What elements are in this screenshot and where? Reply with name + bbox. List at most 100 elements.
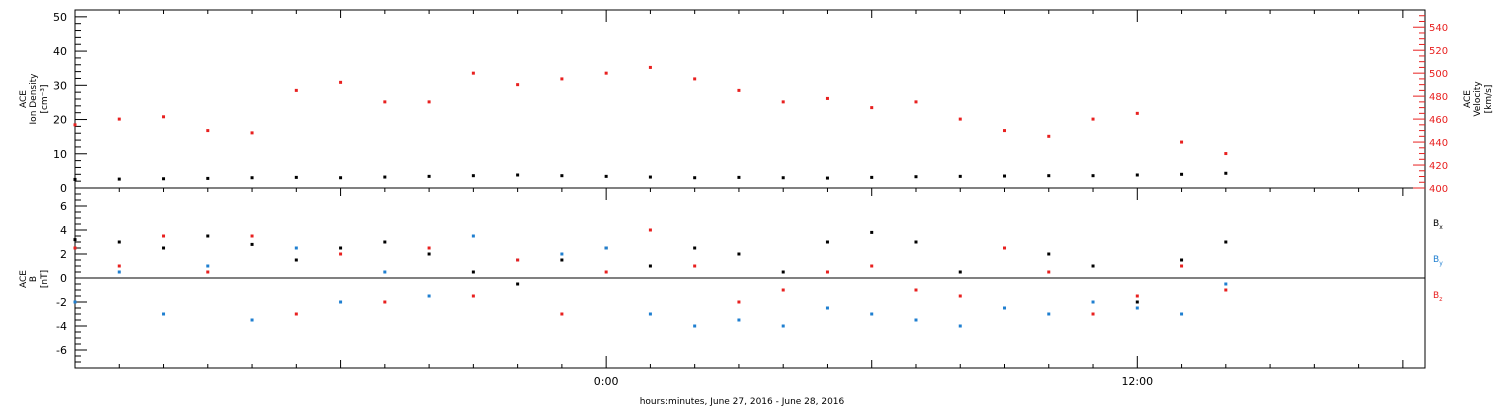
by-point [383, 270, 387, 274]
density-point [825, 176, 829, 180]
velocity-point [737, 88, 741, 92]
bz-point [383, 300, 387, 304]
bottom-series-group [73, 228, 1228, 328]
velocity-point [516, 83, 520, 87]
by-point [737, 318, 741, 322]
bottom-left-axis: -6 -4 -2 0 2 4 6 [56, 193, 87, 363]
bz-point [825, 270, 829, 274]
velocity-point [1047, 134, 1051, 138]
bx-point [117, 240, 121, 244]
x-axis-ticks: 0:00 12:00 [74, 10, 1404, 388]
velocity-point [1180, 140, 1184, 144]
bz-point [117, 264, 121, 268]
bx-point [693, 246, 697, 250]
bx-point [516, 282, 520, 286]
top-left-tick-label: 50 [53, 11, 67, 24]
top-ylabel-left-line2: Ion Density [29, 73, 39, 125]
bx-point [1047, 252, 1051, 256]
by-point [825, 306, 829, 310]
by-point [958, 324, 962, 328]
bottom-tick-label: 4 [60, 224, 67, 237]
top-right-tick-label: 420 [1429, 161, 1448, 172]
bx-point [1091, 264, 1095, 268]
bz-point [648, 228, 652, 232]
bz-point [693, 264, 697, 268]
velocity-point [693, 77, 697, 81]
x-tick-label: 0:00 [594, 375, 619, 388]
bz-point [250, 234, 254, 238]
velocity-point [781, 100, 785, 104]
velocity-point [206, 129, 210, 133]
by-point [471, 234, 475, 238]
by-point [648, 312, 652, 316]
top-left-tick-label: 0 [60, 182, 67, 195]
velocity-point [914, 100, 918, 104]
density-point [294, 175, 298, 179]
bz-point [471, 294, 475, 298]
bz-point [1003, 246, 1007, 250]
by-point [206, 264, 210, 268]
density-point [737, 175, 741, 179]
top-ylabel-left-line3: [cm⁻³] [40, 84, 50, 113]
velocity-point [560, 77, 564, 81]
bz-point [870, 264, 874, 268]
bx-point [737, 252, 741, 256]
top-left-tick-label: 30 [53, 79, 67, 92]
by-point [117, 270, 121, 274]
bx-point [870, 230, 874, 234]
velocity-point [162, 115, 166, 119]
density-point [1180, 172, 1184, 176]
by-point [1224, 282, 1228, 286]
legend-bz: Bz [1433, 291, 1442, 303]
bx-point [914, 240, 918, 244]
bz-point [1224, 288, 1228, 292]
velocity-point [958, 117, 962, 121]
density-point [958, 174, 962, 178]
density-point [1135, 173, 1139, 177]
bottom-tick-label: -4 [56, 320, 67, 333]
velocity-point [250, 131, 254, 135]
bz-point [427, 246, 431, 250]
bottom-tick-label: 2 [60, 248, 67, 261]
top-ylabel-right-line1: ACE [1463, 90, 1473, 108]
velocity-point [1091, 117, 1095, 121]
density-point [693, 176, 697, 180]
by-point [693, 324, 697, 328]
by-point [914, 318, 918, 322]
bx-point [560, 258, 564, 262]
density-point [914, 175, 918, 179]
bx-point [958, 270, 962, 274]
density-point [516, 173, 520, 177]
bottom-ylabel-line3: [nT] [40, 270, 50, 288]
bz-point [206, 270, 210, 274]
bx-point [825, 240, 829, 244]
bz-point [958, 294, 962, 298]
top-left-axis: 0 10 20 30 40 50 [53, 11, 87, 195]
density-point [250, 176, 254, 180]
bx-point [1224, 240, 1228, 244]
velocity-point [427, 100, 431, 104]
top-right-axis: 400 420 440 460 480 500 520 540 [1413, 15, 1448, 195]
top-left-tick-label: 40 [53, 45, 67, 58]
top-ylabel-left-line1: ACE [19, 90, 29, 108]
by-point [870, 312, 874, 316]
top-right-tick-label: 440 [1429, 138, 1448, 149]
bx-point [471, 270, 475, 274]
by-point [1091, 300, 1095, 304]
top-right-tick-label: 460 [1429, 115, 1448, 126]
bottom-tick-label: -2 [56, 296, 67, 309]
bx-point [73, 238, 77, 242]
x-axis-label: hours:minutes, June 27, 2016 - June 28, … [640, 397, 845, 407]
density-point [1047, 174, 1051, 178]
bx-point [1135, 300, 1139, 304]
bottom-ylabel-line1: ACE [19, 270, 29, 288]
velocity-point [604, 71, 608, 75]
by-point [604, 246, 608, 250]
bz-point [294, 312, 298, 316]
by-point [162, 312, 166, 316]
velocity-point [117, 117, 121, 121]
bx-point [427, 252, 431, 256]
density-point [162, 177, 166, 181]
